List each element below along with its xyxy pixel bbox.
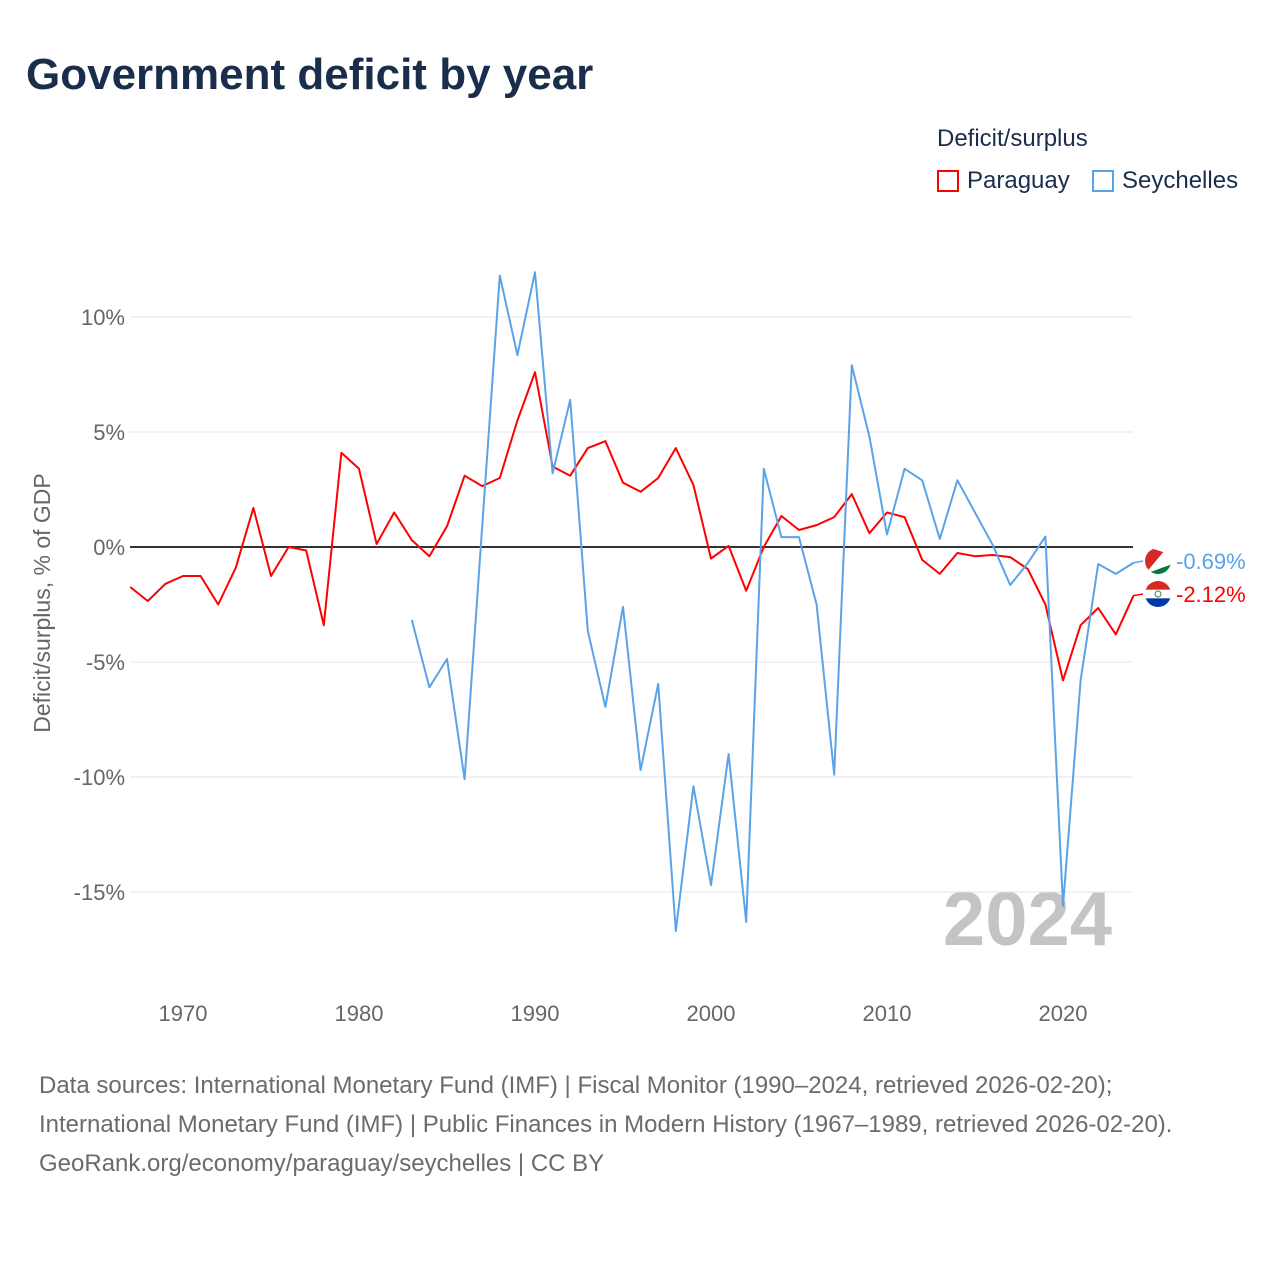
sources-note: Data sources: International Monetary Fun…: [39, 1066, 1239, 1183]
x-tick-label: 2000: [687, 1001, 736, 1026]
year-watermark: 2024: [943, 877, 1112, 962]
legend-title: Deficit/surplus: [937, 125, 1088, 152]
end-label-connector: [1132, 560, 1144, 564]
flag-icon-seychelles: [1145, 548, 1171, 574]
x-tick-label: 2010: [863, 1001, 912, 1026]
line-chart: 2024 10% 5% 0% -5% -10% -15% 1970 1980 1990 2000 20…: [29, 271, 1246, 1026]
y-tick-label: -10%: [74, 765, 125, 790]
legend-item-seychelles[interactable]: Seychelles: [1092, 167, 1238, 195]
x-tick-label: 1990: [511, 1001, 560, 1026]
legend-label: Paraguay: [967, 167, 1070, 194]
legend-label: Seychelles: [1122, 167, 1239, 194]
data-sources: Data sources: International Monetary Fun…: [39, 1072, 1173, 1138]
end-value-label-seychelles: -0.69%: [1176, 549, 1246, 574]
y-tick-label: 0%: [93, 535, 125, 560]
y-tick-label: 5%: [93, 420, 125, 445]
x-tick-label: 1980: [335, 1001, 384, 1026]
flag-icon-paraguay: [1145, 581, 1171, 607]
end-label-connector: [1132, 593, 1144, 597]
y-axis-label: Deficit/surplus, % of GDP: [29, 473, 55, 732]
x-tick-label: 1970: [159, 1001, 208, 1026]
chart-title: Government deficit by year: [26, 50, 594, 99]
series-line-paraguay: [129, 371, 1135, 682]
y-tick-label: 10%: [81, 305, 125, 330]
series-line-seychelles: [410, 271, 1134, 933]
attribution-link[interactable]: GeoRank.org/economy/paraguay/seychelles …: [39, 1150, 605, 1177]
x-tick-label: 2020: [1039, 1001, 1088, 1026]
legend-swatch-seychelles: [1092, 170, 1114, 192]
y-tick-label: -5%: [86, 650, 125, 675]
legend-item-paraguay[interactable]: Paraguay: [937, 167, 1070, 195]
end-value-label-paraguay: -2.12%: [1176, 582, 1246, 607]
legend-swatch-paraguay: [937, 170, 959, 192]
y-tick-label: -15%: [74, 880, 125, 905]
